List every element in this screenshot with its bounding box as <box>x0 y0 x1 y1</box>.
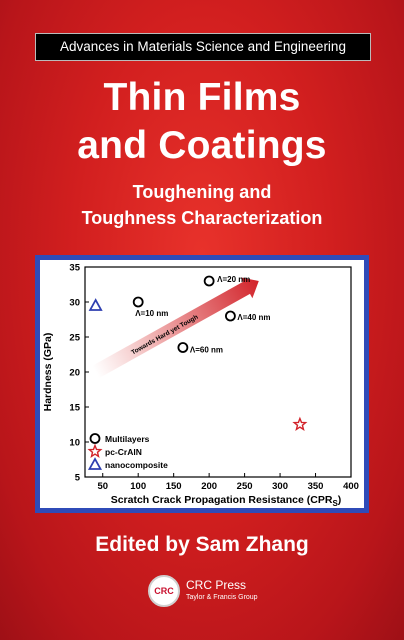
y-tick-label: 10 <box>69 438 80 449</box>
x-tick-label: 300 <box>272 481 288 492</box>
x-tick-label: 250 <box>237 481 253 492</box>
x-tick-label: 400 <box>343 481 359 492</box>
x-tick-label: 150 <box>166 481 182 492</box>
trend-arrow-shape <box>92 277 259 379</box>
y-tick-label: 20 <box>69 368 80 379</box>
book-title-line1: Thin Films <box>103 76 301 119</box>
publisher-logo: CRC CRC Press Taylor & Francis Group <box>148 575 278 611</box>
book-title-line2: and Coatings <box>77 124 327 167</box>
chart-panel <box>40 260 364 508</box>
subtitle-line2: Toughness Characterization <box>81 208 323 228</box>
y-tick-label: 5 <box>75 473 81 484</box>
legend-label: pc-CrAlN <box>105 447 142 457</box>
editor-credit: Edited by Sam Zhang <box>95 533 309 556</box>
legend-marker <box>87 443 103 458</box>
data-point <box>177 342 189 353</box>
cover-chart: 50 100 150 200 250 300 350 400 5 10 15 20 25 30 35 Scra… <box>35 255 369 513</box>
legend-marker <box>89 433 101 444</box>
y-tick-label: 25 <box>69 333 80 344</box>
legend-label: Multilayers <box>105 434 150 444</box>
legend-label: nanocomposite <box>105 460 168 470</box>
data-point <box>292 416 308 431</box>
y-tick-label: 35 <box>69 263 80 274</box>
publisher-name: CRC Press <box>186 578 247 592</box>
publisher-subtitle: Taylor & Francis Group <box>186 594 258 601</box>
legend-marker <box>87 457 103 470</box>
subtitle-line1: Toughening and <box>132 182 272 202</box>
series-title: Advances in Materials Science and Engine… <box>35 33 371 61</box>
crc-logo-icon: CRC <box>148 575 180 607</box>
x-tick-label: 350 <box>308 481 324 492</box>
point-label: Λ=20 nm <box>217 275 250 284</box>
y-tick-label: 30 <box>69 298 80 309</box>
data-point <box>88 298 103 311</box>
x-tick-label: 100 <box>130 481 146 492</box>
data-point <box>203 275 215 287</box>
y-axis-label: Hardness (GPa) <box>42 333 54 412</box>
data-point <box>132 296 144 308</box>
x-axis-label: Scratch Crack Propagation Resistance (CP… <box>111 494 342 508</box>
point-label: Λ=60 nm <box>190 346 223 355</box>
x-tick-label: 200 <box>201 481 217 492</box>
point-label: Λ=10 nm <box>135 309 168 318</box>
data-point <box>225 310 236 322</box>
x-tick-label: 50 <box>97 481 108 492</box>
y-tick-label: 15 <box>69 403 80 414</box>
point-label: Λ=40 nm <box>237 313 270 322</box>
scatter-chart: 50 100 150 200 250 300 350 400 5 10 15 20 25 30 35 Scra… <box>40 260 364 508</box>
